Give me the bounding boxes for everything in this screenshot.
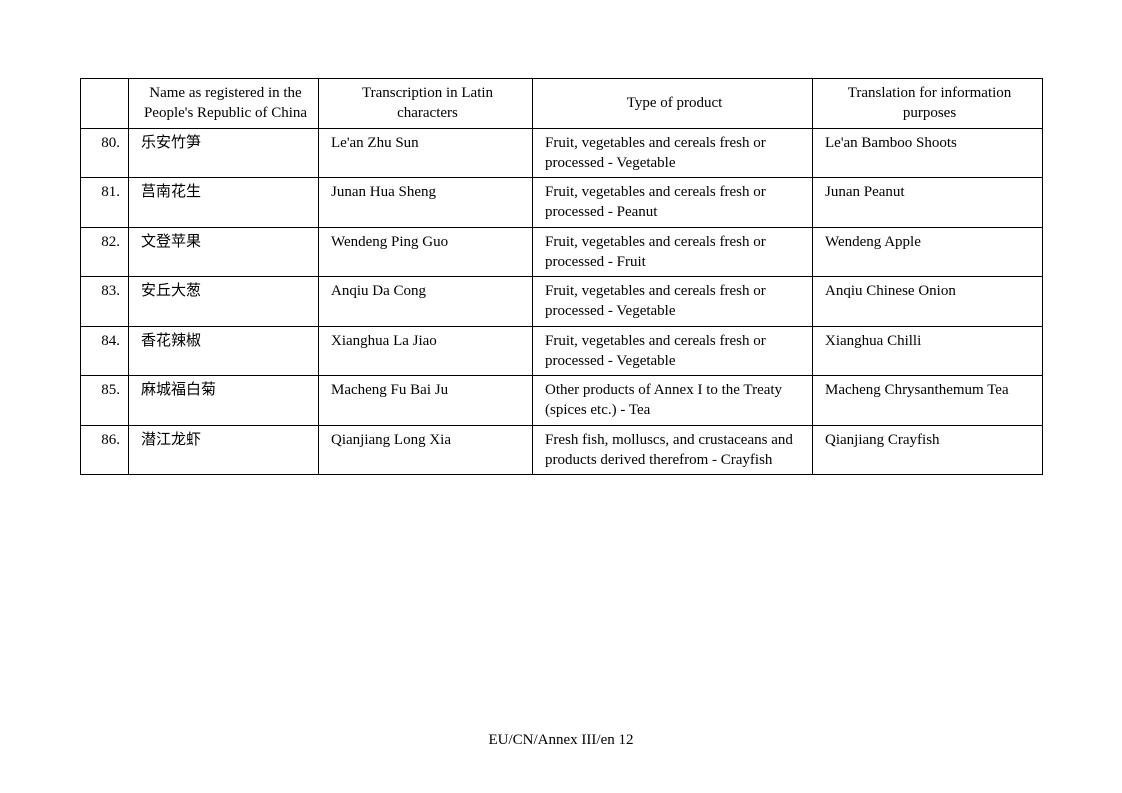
cell-type: Other products of Annex I to the Treaty …	[533, 376, 813, 426]
col-header-type: Type of product	[533, 79, 813, 129]
cell-type: Fruit, vegetables and cereals fresh or p…	[533, 277, 813, 327]
col-header-latin: Transcription in Latin characters	[319, 79, 533, 129]
cell-latin: Xianghua La Jiao	[319, 326, 533, 376]
cell-name-cn: 乐安竹笋	[129, 128, 319, 178]
cell-translation: Qianjiang Crayfish	[813, 425, 1043, 475]
cell-name-cn: 潜江龙虾	[129, 425, 319, 475]
table-row: 82. 文登苹果 Wendeng Ping Guo Fruit, vegetab…	[81, 227, 1043, 277]
cell-name-cn: 文登苹果	[129, 227, 319, 277]
table-row: 81. 莒南花生 Junan Hua Sheng Fruit, vegetabl…	[81, 178, 1043, 228]
col-header-number	[81, 79, 129, 129]
cell-number: 81.	[81, 178, 129, 228]
cell-type: Fresh fish, molluscs, and crustaceans an…	[533, 425, 813, 475]
cell-number: 80.	[81, 128, 129, 178]
table-row: 85. 麻城福白菊 Macheng Fu Bai Ju Other produc…	[81, 376, 1043, 426]
table-row: 80. 乐安竹笋 Le'an Zhu Sun Fruit, vegetables…	[81, 128, 1043, 178]
cell-number: 85.	[81, 376, 129, 426]
cell-latin: Macheng Fu Bai Ju	[319, 376, 533, 426]
cell-translation: Le'an Bamboo Shoots	[813, 128, 1043, 178]
cell-number: 83.	[81, 277, 129, 327]
table-row: 83. 安丘大葱 Anqiu Da Cong Fruit, vegetables…	[81, 277, 1043, 327]
cell-type: Fruit, vegetables and cereals fresh or p…	[533, 227, 813, 277]
cell-number: 86.	[81, 425, 129, 475]
cell-latin: Junan Hua Sheng	[319, 178, 533, 228]
product-table: Name as registered in the People's Repub…	[80, 78, 1043, 475]
cell-type: Fruit, vegetables and cereals fresh or p…	[533, 128, 813, 178]
cell-translation: Macheng Chrysanthemum Tea	[813, 376, 1043, 426]
cell-number: 82.	[81, 227, 129, 277]
cell-name-cn: 安丘大葱	[129, 277, 319, 327]
table-row: 84. 香花辣椒 Xianghua La Jiao Fruit, vegetab…	[81, 326, 1043, 376]
cell-latin: Wendeng Ping Guo	[319, 227, 533, 277]
cell-translation: Xianghua Chilli	[813, 326, 1043, 376]
cell-latin: Qianjiang Long Xia	[319, 425, 533, 475]
cell-name-cn: 麻城福白菊	[129, 376, 319, 426]
cell-type: Fruit, vegetables and cereals fresh or p…	[533, 178, 813, 228]
cell-translation: Anqiu Chinese Onion	[813, 277, 1043, 327]
cell-type: Fruit, vegetables and cereals fresh or p…	[533, 326, 813, 376]
table-row: 86. 潜江龙虾 Qianjiang Long Xia Fresh fish, …	[81, 425, 1043, 475]
cell-translation: Junan Peanut	[813, 178, 1043, 228]
cell-name-cn: 莒南花生	[129, 178, 319, 228]
col-header-translation: Translation for information purposes	[813, 79, 1043, 129]
cell-translation: Wendeng Apple	[813, 227, 1043, 277]
cell-latin: Le'an Zhu Sun	[319, 128, 533, 178]
page-footer: EU/CN/Annex III/en 12	[0, 732, 1122, 749]
page: Name as registered in the People's Repub…	[0, 0, 1122, 793]
cell-latin: Anqiu Da Cong	[319, 277, 533, 327]
table-header-row: Name as registered in the People's Repub…	[81, 79, 1043, 129]
col-header-name-cn: Name as registered in the People's Repub…	[129, 79, 319, 129]
cell-name-cn: 香花辣椒	[129, 326, 319, 376]
cell-number: 84.	[81, 326, 129, 376]
